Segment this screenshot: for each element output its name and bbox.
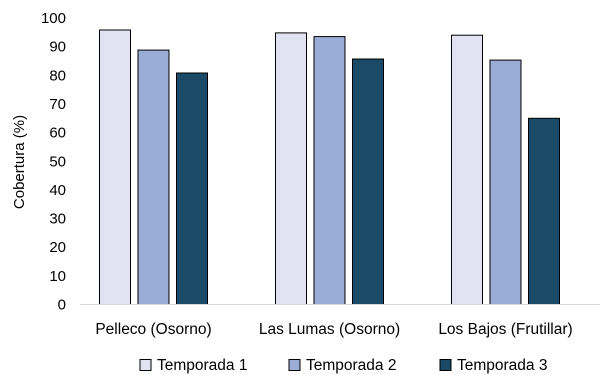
legend-item: Temporada 3 bbox=[439, 357, 547, 374]
y-tick-label: 0 bbox=[58, 297, 66, 314]
bar-group bbox=[99, 29, 208, 305]
legend-item: Temporada 2 bbox=[288, 357, 396, 374]
legend-label: Temporada 1 bbox=[157, 357, 247, 374]
x-tick-label: Las Lumas (Osorno) bbox=[259, 321, 400, 338]
y-tick-label: 10 bbox=[49, 268, 66, 285]
y-tick-label: 20 bbox=[49, 239, 66, 256]
y-tick-label: 70 bbox=[49, 96, 66, 113]
bar bbox=[352, 58, 384, 305]
y-tick-label: 80 bbox=[49, 67, 66, 84]
bar bbox=[528, 117, 560, 305]
bar bbox=[99, 29, 131, 305]
x-tick-label: Pelleco (Osorno) bbox=[95, 321, 211, 338]
x-axis: Pelleco (Osorno) Las Lumas (Osorno) Los Ba… bbox=[80, 304, 600, 338]
y-tick-label: 50 bbox=[49, 153, 66, 170]
y-tick-label: 100 bbox=[41, 10, 66, 27]
bars-group bbox=[99, 29, 560, 306]
legend-label: Temporada 2 bbox=[306, 357, 396, 374]
bar bbox=[313, 36, 346, 305]
legend-swatch bbox=[139, 359, 152, 371]
legend-item: Temporada 1 bbox=[139, 357, 247, 374]
bar bbox=[137, 49, 170, 305]
y-axis: 0 10 20 30 40 50 60 70 80 90 100 bbox=[41, 10, 66, 314]
legend: Temporada 1 Temporada 2 Temporada 3 bbox=[139, 357, 547, 374]
y-tick-label: 40 bbox=[49, 182, 66, 199]
x-tick-label: Los Bajos (Frutillar) bbox=[438, 321, 572, 338]
bar bbox=[176, 72, 208, 305]
y-tick-label: 30 bbox=[49, 211, 66, 228]
bar bbox=[451, 34, 483, 305]
y-tick-label: 60 bbox=[49, 125, 66, 142]
legend-swatch bbox=[288, 359, 301, 371]
legend-label: Temporada 3 bbox=[457, 357, 547, 374]
legend-swatch bbox=[439, 359, 452, 371]
bar bbox=[275, 32, 307, 306]
bar bbox=[489, 59, 522, 305]
y-axis-label: Cobertura (%) bbox=[11, 115, 28, 209]
bar-group bbox=[275, 32, 384, 306]
y-tick-label: 90 bbox=[49, 39, 66, 56]
bar-group bbox=[451, 34, 560, 305]
